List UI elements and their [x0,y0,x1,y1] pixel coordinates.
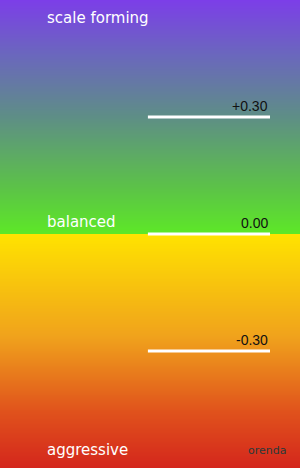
svg-text:aggressive: aggressive [47,441,128,459]
svg-text:orenda: orenda [248,444,286,457]
svg-text:scale forming: scale forming [47,9,149,27]
svg-text:0.00: 0.00 [241,215,268,231]
svg-text:-0.30: -0.30 [236,332,268,348]
svg-text:balanced: balanced [47,213,116,231]
svg-text:+0.30: +0.30 [232,98,268,114]
